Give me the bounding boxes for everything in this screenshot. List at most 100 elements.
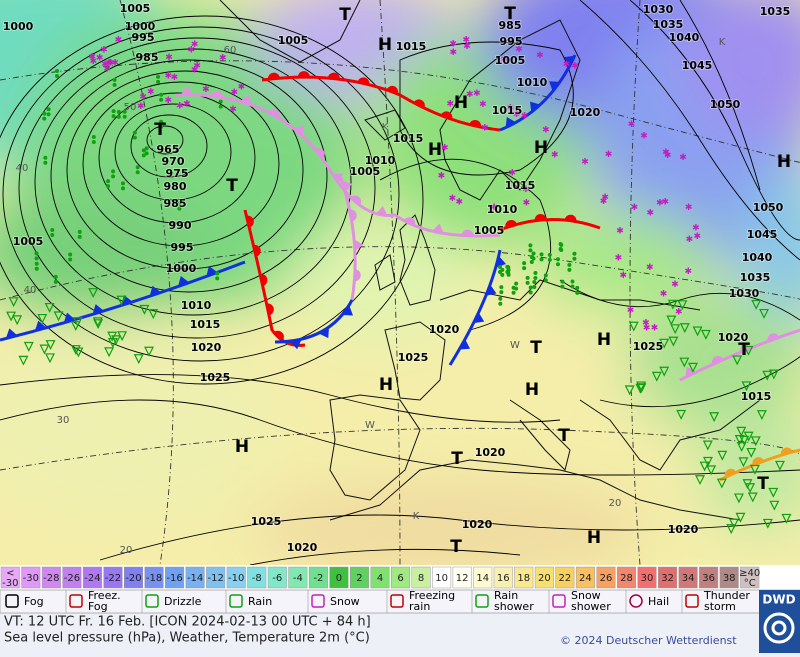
isobar-label: 1025 (251, 515, 282, 528)
isobar-label: 980 (164, 180, 187, 193)
scale-cell (329, 566, 349, 589)
front-symbol (354, 269, 361, 282)
shower-symbol (104, 347, 115, 358)
isobar-label: 975 (166, 167, 189, 180)
snow-symbol: ✱ (139, 93, 147, 103)
isobar-label: 1020 (668, 523, 699, 536)
isobar-label: 1015 (505, 179, 536, 192)
grid-label: 40 (24, 285, 37, 296)
front-symbol (469, 119, 482, 128)
snow-symbol: ✱ (661, 198, 669, 208)
snow-symbol: ✱ (692, 224, 700, 234)
rain-dot (528, 290, 533, 295)
front-semicircle (413, 99, 425, 109)
scale-label: 8 (418, 573, 424, 584)
pressure-center: T (757, 474, 769, 494)
isobar-label: 985 (499, 19, 522, 32)
rain-dot (498, 265, 503, 270)
scale-label-low: < (6, 568, 14, 579)
rain-dot (532, 285, 537, 290)
front-triangle (206, 265, 218, 277)
rain-dot (46, 112, 51, 117)
front-triangle (563, 55, 575, 67)
isobar-label: 965 (157, 143, 180, 156)
isobar-label: 985 (164, 197, 187, 210)
front-symbol (260, 274, 268, 286)
front-symbol (386, 85, 399, 95)
shower-symbol (762, 370, 773, 381)
front-symbol (289, 339, 302, 350)
scale-cell (596, 566, 616, 589)
snow-symbol: ✱ (449, 48, 457, 58)
front-symbol (92, 304, 104, 315)
front-symbol (210, 90, 223, 98)
pressure-center: H (597, 330, 611, 350)
snow-symbol: ✱ (679, 153, 687, 163)
pressure-center: T (738, 340, 750, 360)
front-triangle (240, 94, 252, 106)
legend-icon (311, 594, 325, 608)
scale-cell (699, 566, 719, 589)
isobar-label: 1000 (3, 20, 34, 33)
coastlines (219, 0, 761, 521)
scale-cell (575, 566, 595, 589)
shower-symbol (73, 347, 84, 358)
front-triangle (431, 223, 444, 234)
pressure-center: T (451, 449, 463, 469)
rain-dot (547, 252, 552, 257)
rain-dot (570, 284, 575, 289)
front-symbol (440, 111, 453, 120)
isobar-label: 1005 (350, 165, 381, 178)
shower-symbol (738, 457, 749, 468)
scale-label: -20 (125, 573, 141, 584)
pressure-center: T (226, 176, 238, 196)
snow-symbol: ✱ (605, 150, 613, 160)
shower-symbol (709, 412, 720, 423)
front-symbol (268, 109, 280, 119)
rain-dot (555, 257, 560, 262)
snow-symbol: ✱ (522, 185, 530, 195)
isobar-label: 1015 (492, 104, 523, 117)
scale-cell (185, 566, 205, 589)
front-symbol (530, 101, 541, 113)
isobar-label: 990 (169, 219, 192, 232)
front-semicircle (534, 214, 547, 221)
legend-icon (552, 594, 566, 608)
front-symbol (246, 215, 254, 228)
front-symbol (206, 265, 218, 277)
pressure-center: H (378, 35, 392, 55)
snow-symbol: ✱ (455, 197, 463, 207)
scale-cell (206, 566, 226, 589)
snow-symbol: ✱ (463, 42, 471, 52)
legend-icon (145, 594, 159, 608)
front-symbol (711, 356, 724, 365)
rain-dot (575, 285, 580, 290)
isobar-label: 1005 (474, 224, 505, 237)
scale-label: -2 (313, 573, 323, 584)
isobar (34, 48, 352, 316)
shower-symbol (37, 313, 48, 324)
front-semicircle (440, 111, 453, 120)
shower-symbol (659, 366, 670, 377)
front-symbol (349, 209, 357, 222)
scale-label: 6 (397, 573, 403, 584)
rain-dot (159, 124, 164, 129)
front-semicircle (461, 229, 474, 236)
snow-symbol: ✱ (523, 199, 531, 209)
scale-label: 2 (356, 573, 362, 584)
shower-symbol (679, 357, 690, 368)
rain-dot (218, 104, 223, 109)
snow-symbol: ✱ (686, 235, 694, 245)
snow-symbol: ✱ (628, 120, 636, 130)
rain-dot (46, 107, 51, 112)
rain-dot (68, 252, 73, 257)
rain-dot (572, 256, 577, 261)
scale-label: -24 (84, 573, 100, 584)
scale-label: 34 (682, 573, 695, 584)
rain-dot (122, 109, 127, 114)
front-triangle (5, 328, 18, 339)
snow-symbol: ✱ (615, 254, 623, 264)
rain-dot (543, 273, 548, 278)
scale-label: 20 (538, 573, 551, 584)
